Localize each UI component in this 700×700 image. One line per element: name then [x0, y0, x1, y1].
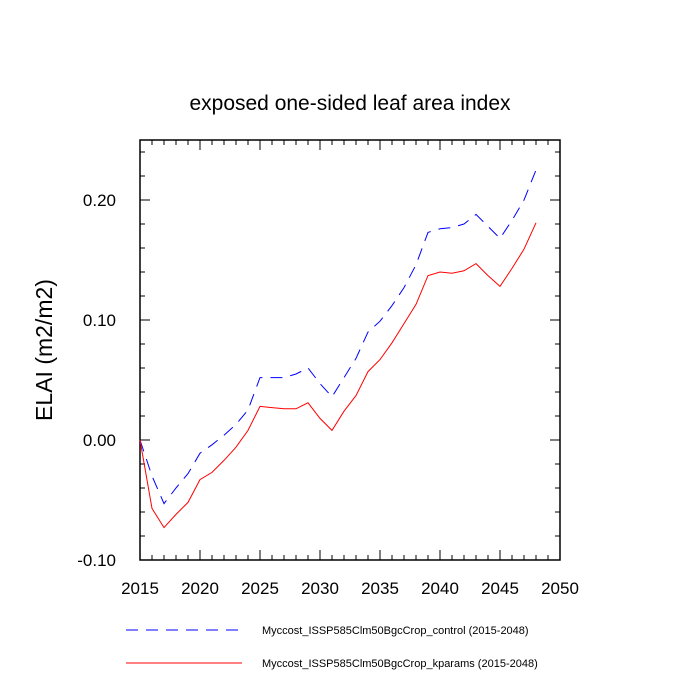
series-line-1 [139, 222, 537, 529]
x-tick-label: 2040 [421, 579, 459, 598]
legend-label: Myccost_ISSP585Clm50BgcCrop_control (201… [262, 625, 529, 637]
y-tick-label: -0.10 [77, 551, 116, 570]
x-tick-label: 2045 [481, 579, 519, 598]
axes: 2015 2020 2025 2030 2035 2040 2045 2050 -0.10 0.0… [77, 139, 579, 598]
plot-frame [139, 139, 561, 561]
x-tick-label: 2015 [121, 579, 159, 598]
x-tick-label: 2020 [181, 579, 219, 598]
legend: Myccost_ISSP585Clm50BgcCrop_control (201… [126, 625, 538, 670]
y-axis-label: ELAI (m2/m2) [31, 279, 57, 421]
legend-label: Myccost_ISSP585Clm50BgcCrop_kparams (201… [262, 658, 538, 670]
y-tick-label: 0.00 [83, 431, 116, 450]
series-line-0 [139, 169, 537, 505]
series-lines [139, 169, 537, 529]
y-tick-label: 0.10 [83, 311, 116, 330]
x-tick-label: 2030 [301, 579, 339, 598]
x-tick-label: 2025 [241, 579, 279, 598]
x-tick-label: 2035 [361, 579, 399, 598]
chart-title: exposed one-sided leaf area index [189, 92, 511, 115]
y-tick-label: 0.20 [83, 191, 116, 210]
x-tick-label: 2050 [541, 579, 579, 598]
